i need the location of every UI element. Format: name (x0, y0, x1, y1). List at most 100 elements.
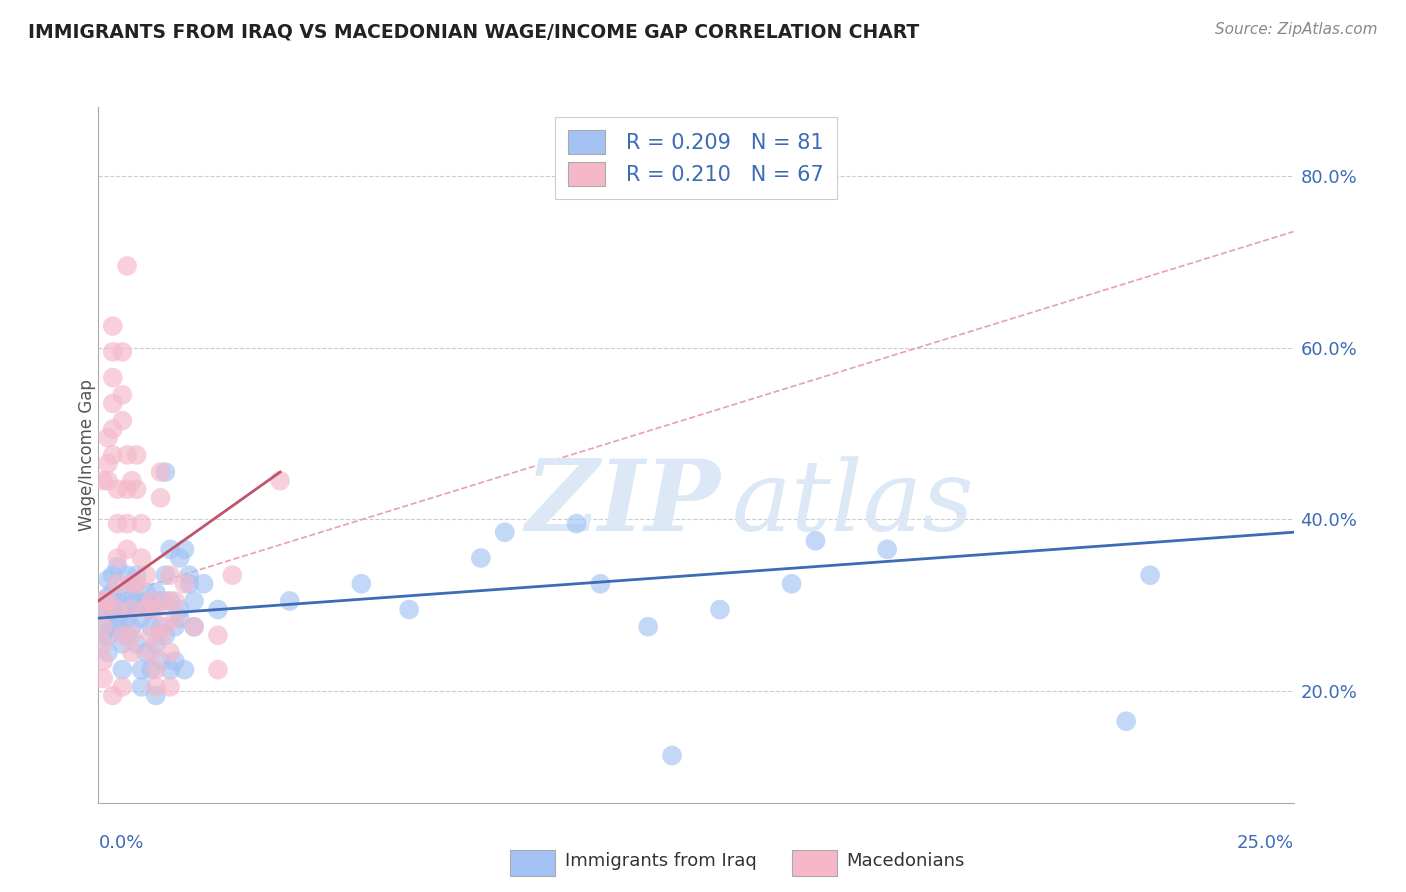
Point (145, 689, 167, 703)
Point (101, 689, 124, 703)
Point (91, 602, 114, 616)
Point (91, 654, 114, 668)
Point (139, 628, 162, 642)
Point (107, 576, 129, 591)
Point (183, 594, 205, 608)
Point (269, 474, 291, 488)
Point (111, 628, 134, 642)
Y-axis label: Wage/Income Gap: Wage/Income Gap (79, 379, 96, 531)
Point (155, 628, 177, 642)
Point (107, 559, 129, 574)
Point (173, 576, 195, 591)
Point (780, 576, 803, 591)
Point (111, 637, 134, 651)
Point (91, 628, 114, 642)
Point (107, 594, 129, 608)
Point (163, 620, 186, 634)
Point (107, 611, 129, 625)
Point (101, 422, 124, 436)
Point (115, 483, 138, 497)
Point (91, 611, 114, 625)
Point (101, 370, 124, 384)
Point (125, 637, 148, 651)
Point (97, 594, 120, 608)
Point (111, 663, 134, 677)
Point (91, 620, 114, 634)
Point (115, 585, 138, 599)
Point (107, 551, 129, 566)
Point (159, 645, 181, 659)
Point (145, 637, 167, 651)
Point (101, 620, 124, 634)
Point (131, 516, 153, 531)
Point (155, 620, 177, 634)
Point (91, 594, 114, 608)
Point (145, 585, 167, 599)
Point (107, 516, 129, 531)
Point (145, 680, 167, 694)
Point (97, 645, 120, 659)
Point (111, 344, 134, 359)
Point (1115, 714, 1137, 729)
Point (494, 525, 516, 540)
Point (149, 628, 172, 642)
Point (121, 576, 143, 591)
Point (709, 602, 731, 616)
Point (179, 568, 201, 582)
Point (804, 533, 827, 548)
Point (91, 637, 114, 651)
Point (139, 620, 162, 634)
Point (125, 576, 148, 591)
Point (115, 628, 138, 642)
Point (135, 568, 157, 582)
Point (121, 645, 143, 659)
Point (169, 611, 191, 625)
Point (115, 448, 138, 462)
Point (169, 551, 191, 566)
Point (135, 645, 157, 659)
Point (101, 448, 124, 462)
Point (97, 431, 120, 445)
Point (207, 663, 229, 677)
Point (107, 620, 129, 634)
Text: 0.0%: 0.0% (98, 834, 143, 852)
Point (97, 628, 120, 642)
Point (107, 602, 129, 616)
Point (139, 602, 162, 616)
Point (159, 594, 181, 608)
Point (589, 576, 612, 591)
Point (565, 516, 588, 531)
Point (149, 654, 172, 668)
Point (115, 516, 138, 531)
Point (163, 594, 186, 608)
Point (91, 602, 114, 616)
Point (101, 594, 124, 608)
Point (193, 576, 215, 591)
Point (125, 448, 148, 462)
Point (183, 620, 205, 634)
Point (159, 663, 181, 677)
Point (183, 620, 205, 634)
Point (91, 594, 114, 608)
Point (131, 611, 153, 625)
Point (145, 602, 167, 616)
Point (131, 680, 153, 694)
Point (91, 474, 114, 488)
Point (97, 602, 120, 616)
Point (121, 602, 143, 616)
Point (111, 602, 134, 616)
Text: 25.0%: 25.0% (1236, 834, 1294, 852)
Point (149, 594, 172, 608)
Point (115, 542, 138, 557)
Point (125, 483, 148, 497)
Point (661, 748, 683, 763)
Point (398, 602, 420, 616)
Text: Macedonians: Macedonians (846, 852, 965, 870)
Point (135, 585, 157, 599)
Point (179, 576, 201, 591)
Point (155, 465, 177, 479)
Point (111, 413, 134, 427)
Point (131, 551, 153, 566)
Point (207, 628, 229, 642)
Point (107, 483, 129, 497)
